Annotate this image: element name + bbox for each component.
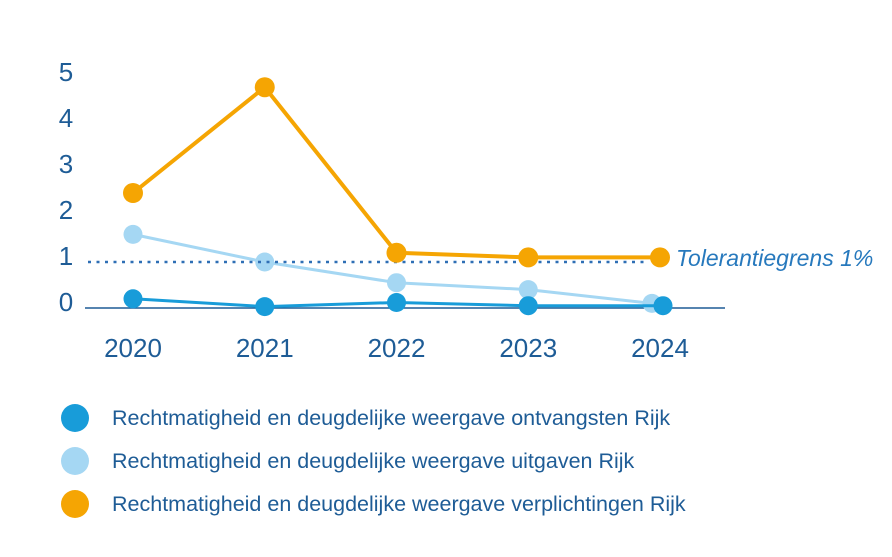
data-point-verplichtingen bbox=[386, 242, 407, 263]
data-point-uitgaven bbox=[387, 273, 406, 293]
series-line-verplichtingen bbox=[131, 85, 662, 260]
x-tick-label: 2020 bbox=[104, 333, 162, 363]
legend-label: Rechtmatigheid en deugdelijke weergave v… bbox=[112, 491, 686, 516]
x-tick-label: 2023 bbox=[499, 333, 557, 363]
legend-dot-icon-ontvangsten bbox=[61, 404, 89, 432]
tolerance-line-label: Tolerantiegrens 1% bbox=[676, 245, 874, 271]
data-point-uitgaven bbox=[518, 280, 538, 300]
data-point-ontvangsten bbox=[653, 296, 673, 316]
data-point-ontvangsten bbox=[387, 292, 406, 312]
y-tick-label: 5 bbox=[59, 57, 73, 87]
legend-label: Rechtmatigheid en deugdelijke weergave u… bbox=[112, 448, 635, 473]
data-point-ontvangsten bbox=[123, 289, 143, 309]
data-point-uitgaven bbox=[255, 252, 275, 272]
line-chart: 0 1 2 3 4 5 2020 2021 2022 2023 2024 bbox=[59, 57, 725, 363]
data-point-ontvangsten bbox=[255, 297, 275, 317]
x-tick-label: 2021 bbox=[236, 333, 294, 363]
y-tick-label: 4 bbox=[59, 103, 73, 133]
y-tick-label: 3 bbox=[59, 149, 73, 179]
legend-dot-icon-verplichtingen bbox=[61, 490, 89, 518]
y-tick-label: 1 bbox=[59, 241, 73, 271]
legend-item-ontvangsten: Rechtmatigheid en deugdelijke weergave o… bbox=[61, 404, 686, 432]
y-tick-label: 0 bbox=[59, 287, 73, 317]
legend-label: Rechtmatigheid en deugdelijke weergave o… bbox=[112, 405, 671, 430]
y-tick-label: 2 bbox=[59, 195, 73, 225]
chart-legend: Rechtmatigheid en deugdelijke weergave o… bbox=[61, 404, 686, 518]
data-point-verplichtingen bbox=[123, 183, 143, 203]
data-point-verplichtingen bbox=[650, 247, 670, 268]
legend-dot-icon-uitgaven bbox=[61, 447, 89, 475]
data-point-verplichtingen bbox=[254, 77, 275, 98]
legend-item-uitgaven: Rechtmatigheid en deugdelijke weergave u… bbox=[61, 447, 686, 475]
x-tick-label: 2022 bbox=[368, 333, 426, 363]
legend-item-verplichtingen: Rechtmatigheid en deugdelijke weergave v… bbox=[61, 490, 686, 518]
data-point-ontvangsten bbox=[518, 296, 538, 316]
x-tick-label: 2024 bbox=[631, 333, 689, 363]
data-point-verplichtingen bbox=[518, 247, 539, 268]
data-point-uitgaven bbox=[123, 224, 143, 244]
